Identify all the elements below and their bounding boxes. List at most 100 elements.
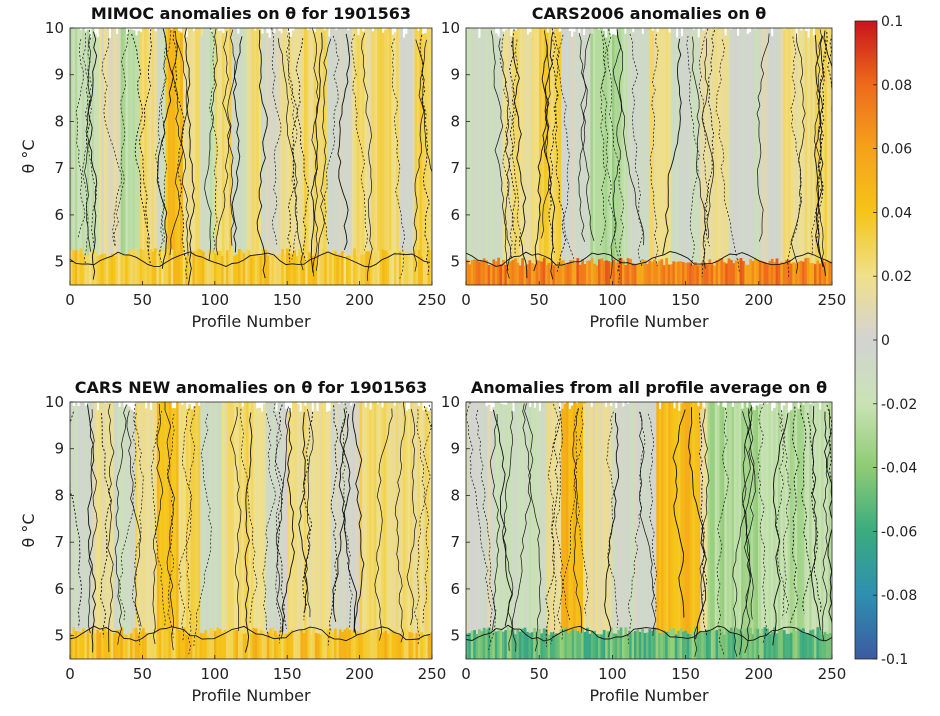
bottom-layer <box>466 626 832 659</box>
profile-band <box>70 28 102 285</box>
x-tick-label: 50 <box>133 291 152 309</box>
profile-band <box>182 28 203 285</box>
x-tick-label: 0 <box>461 291 471 309</box>
x-tick-label: 50 <box>530 665 549 683</box>
x-tick-label: 200 <box>744 665 773 683</box>
colorbar-tick-label: 0.02 <box>881 269 912 285</box>
heatmap-field <box>466 402 832 659</box>
colorbar-tick-label: -0.06 <box>881 524 917 540</box>
axes-box <box>69 27 433 286</box>
y-axis-label: θ °C <box>19 139 38 173</box>
y-axis-label: θ °C <box>19 513 38 547</box>
y-tick-label: 6 <box>450 206 460 224</box>
x-tick-label: 100 <box>200 665 229 683</box>
y-tick-label: 6 <box>450 580 460 598</box>
profile-band <box>301 28 329 285</box>
colorbar-tick-label: -0.04 <box>881 461 917 477</box>
profile-band <box>634 402 659 659</box>
x-tick-label: 50 <box>530 291 549 309</box>
profile-band <box>612 402 637 659</box>
colorbar-tick-label: 0.06 <box>881 142 912 158</box>
x-tick-label: 250 <box>418 291 447 309</box>
axes-box <box>465 401 833 660</box>
y-tick-label: 9 <box>54 66 64 84</box>
x-tick-label: 0 <box>65 291 75 309</box>
y-tick-label: 9 <box>54 440 64 458</box>
y-tick-label: 8 <box>450 486 460 504</box>
y-tick-label: 8 <box>54 112 64 130</box>
colorbar-tick-label: -0.02 <box>881 397 917 413</box>
x-tick-label: 150 <box>671 665 700 683</box>
heatmap-field <box>70 28 432 285</box>
colorbar-tick-label: 0.08 <box>881 78 912 94</box>
heatmap-field <box>466 28 832 285</box>
profile-band <box>649 28 674 285</box>
contour-lines <box>70 28 432 285</box>
panel-title: Anomalies from all profile average on θ <box>471 378 827 397</box>
y-tick-label: 10 <box>45 19 64 37</box>
x-tick-label: 100 <box>598 665 627 683</box>
profile-band <box>495 402 549 659</box>
y-tick-label: 5 <box>450 253 460 271</box>
x-tick-label: 250 <box>818 665 847 683</box>
x-axis-label: Profile Number <box>589 312 709 331</box>
y-tick-label: 6 <box>54 580 64 598</box>
profile-band <box>327 28 355 285</box>
profile-band <box>583 402 615 659</box>
y-tick-label: 8 <box>450 112 460 130</box>
y-tick-label: 8 <box>54 486 64 504</box>
y-tick-label: 9 <box>450 440 460 458</box>
x-tick-label: 50 <box>133 665 152 683</box>
axes-box <box>69 401 433 660</box>
profile-band <box>156 402 182 659</box>
y-tick-label: 5 <box>450 627 460 645</box>
profile-band <box>214 28 235 285</box>
bottom-layer <box>70 248 432 285</box>
panel-3: 0 50 100 150 200 250 5 6 7 8 9 10 Profile Number θ °C… <box>19 378 446 705</box>
y-tick-label: 5 <box>54 627 64 645</box>
x-tick-label: 250 <box>818 291 847 309</box>
profile-band <box>120 28 141 285</box>
y-tick-label: 10 <box>45 393 64 411</box>
x-tick-label: 150 <box>671 291 700 309</box>
y-tick-label: 7 <box>450 533 460 551</box>
profile-band <box>178 402 203 659</box>
x-tick-label: 200 <box>345 291 374 309</box>
panel-2: 0 50 100 150 200 250 5 6 7 8 9 10 Profile Number CARS… <box>441 4 846 331</box>
profile-band <box>561 402 586 659</box>
profile-band <box>707 402 761 659</box>
profile-band <box>287 402 312 659</box>
profile-band <box>656 402 703 659</box>
contour-lines <box>70 402 432 655</box>
panel-title: MIMOC anomalies on θ for 1901563 <box>91 4 411 23</box>
bottom-layer <box>70 627 432 659</box>
colorbar-tick-label: -0.08 <box>881 588 917 604</box>
y-tick-label: 6 <box>54 206 64 224</box>
x-tick-label: 0 <box>461 665 471 683</box>
profile-band <box>243 402 269 659</box>
profile-band <box>200 402 225 659</box>
axes-box <box>465 27 833 286</box>
contour-lines <box>466 28 832 283</box>
profile-band <box>670 28 703 285</box>
x-tick-label: 200 <box>744 291 773 309</box>
x-tick-label: 150 <box>273 291 302 309</box>
y-tick-label: 7 <box>54 533 64 551</box>
x-tick-label: 0 <box>65 665 75 683</box>
y-tick-label: 7 <box>450 159 460 177</box>
profile-band <box>261 28 281 285</box>
colorbar-tick-label: 0 <box>881 333 890 349</box>
contour-lines <box>466 402 832 657</box>
x-axis-label: Profile Number <box>191 312 311 331</box>
profile-band <box>561 28 593 285</box>
x-tick-label: 150 <box>273 665 302 683</box>
y-tick-label: 5 <box>54 253 64 271</box>
profile-band <box>546 402 564 659</box>
y-tick-label: 9 <box>450 66 460 84</box>
panel-title: CARS NEW anomalies on θ for 1901563 <box>75 378 428 397</box>
profile-band <box>780 28 813 285</box>
x-tick-label: 100 <box>200 291 229 309</box>
colorbar-tick-label: -0.1 <box>881 652 908 668</box>
profile-band <box>758 28 784 285</box>
